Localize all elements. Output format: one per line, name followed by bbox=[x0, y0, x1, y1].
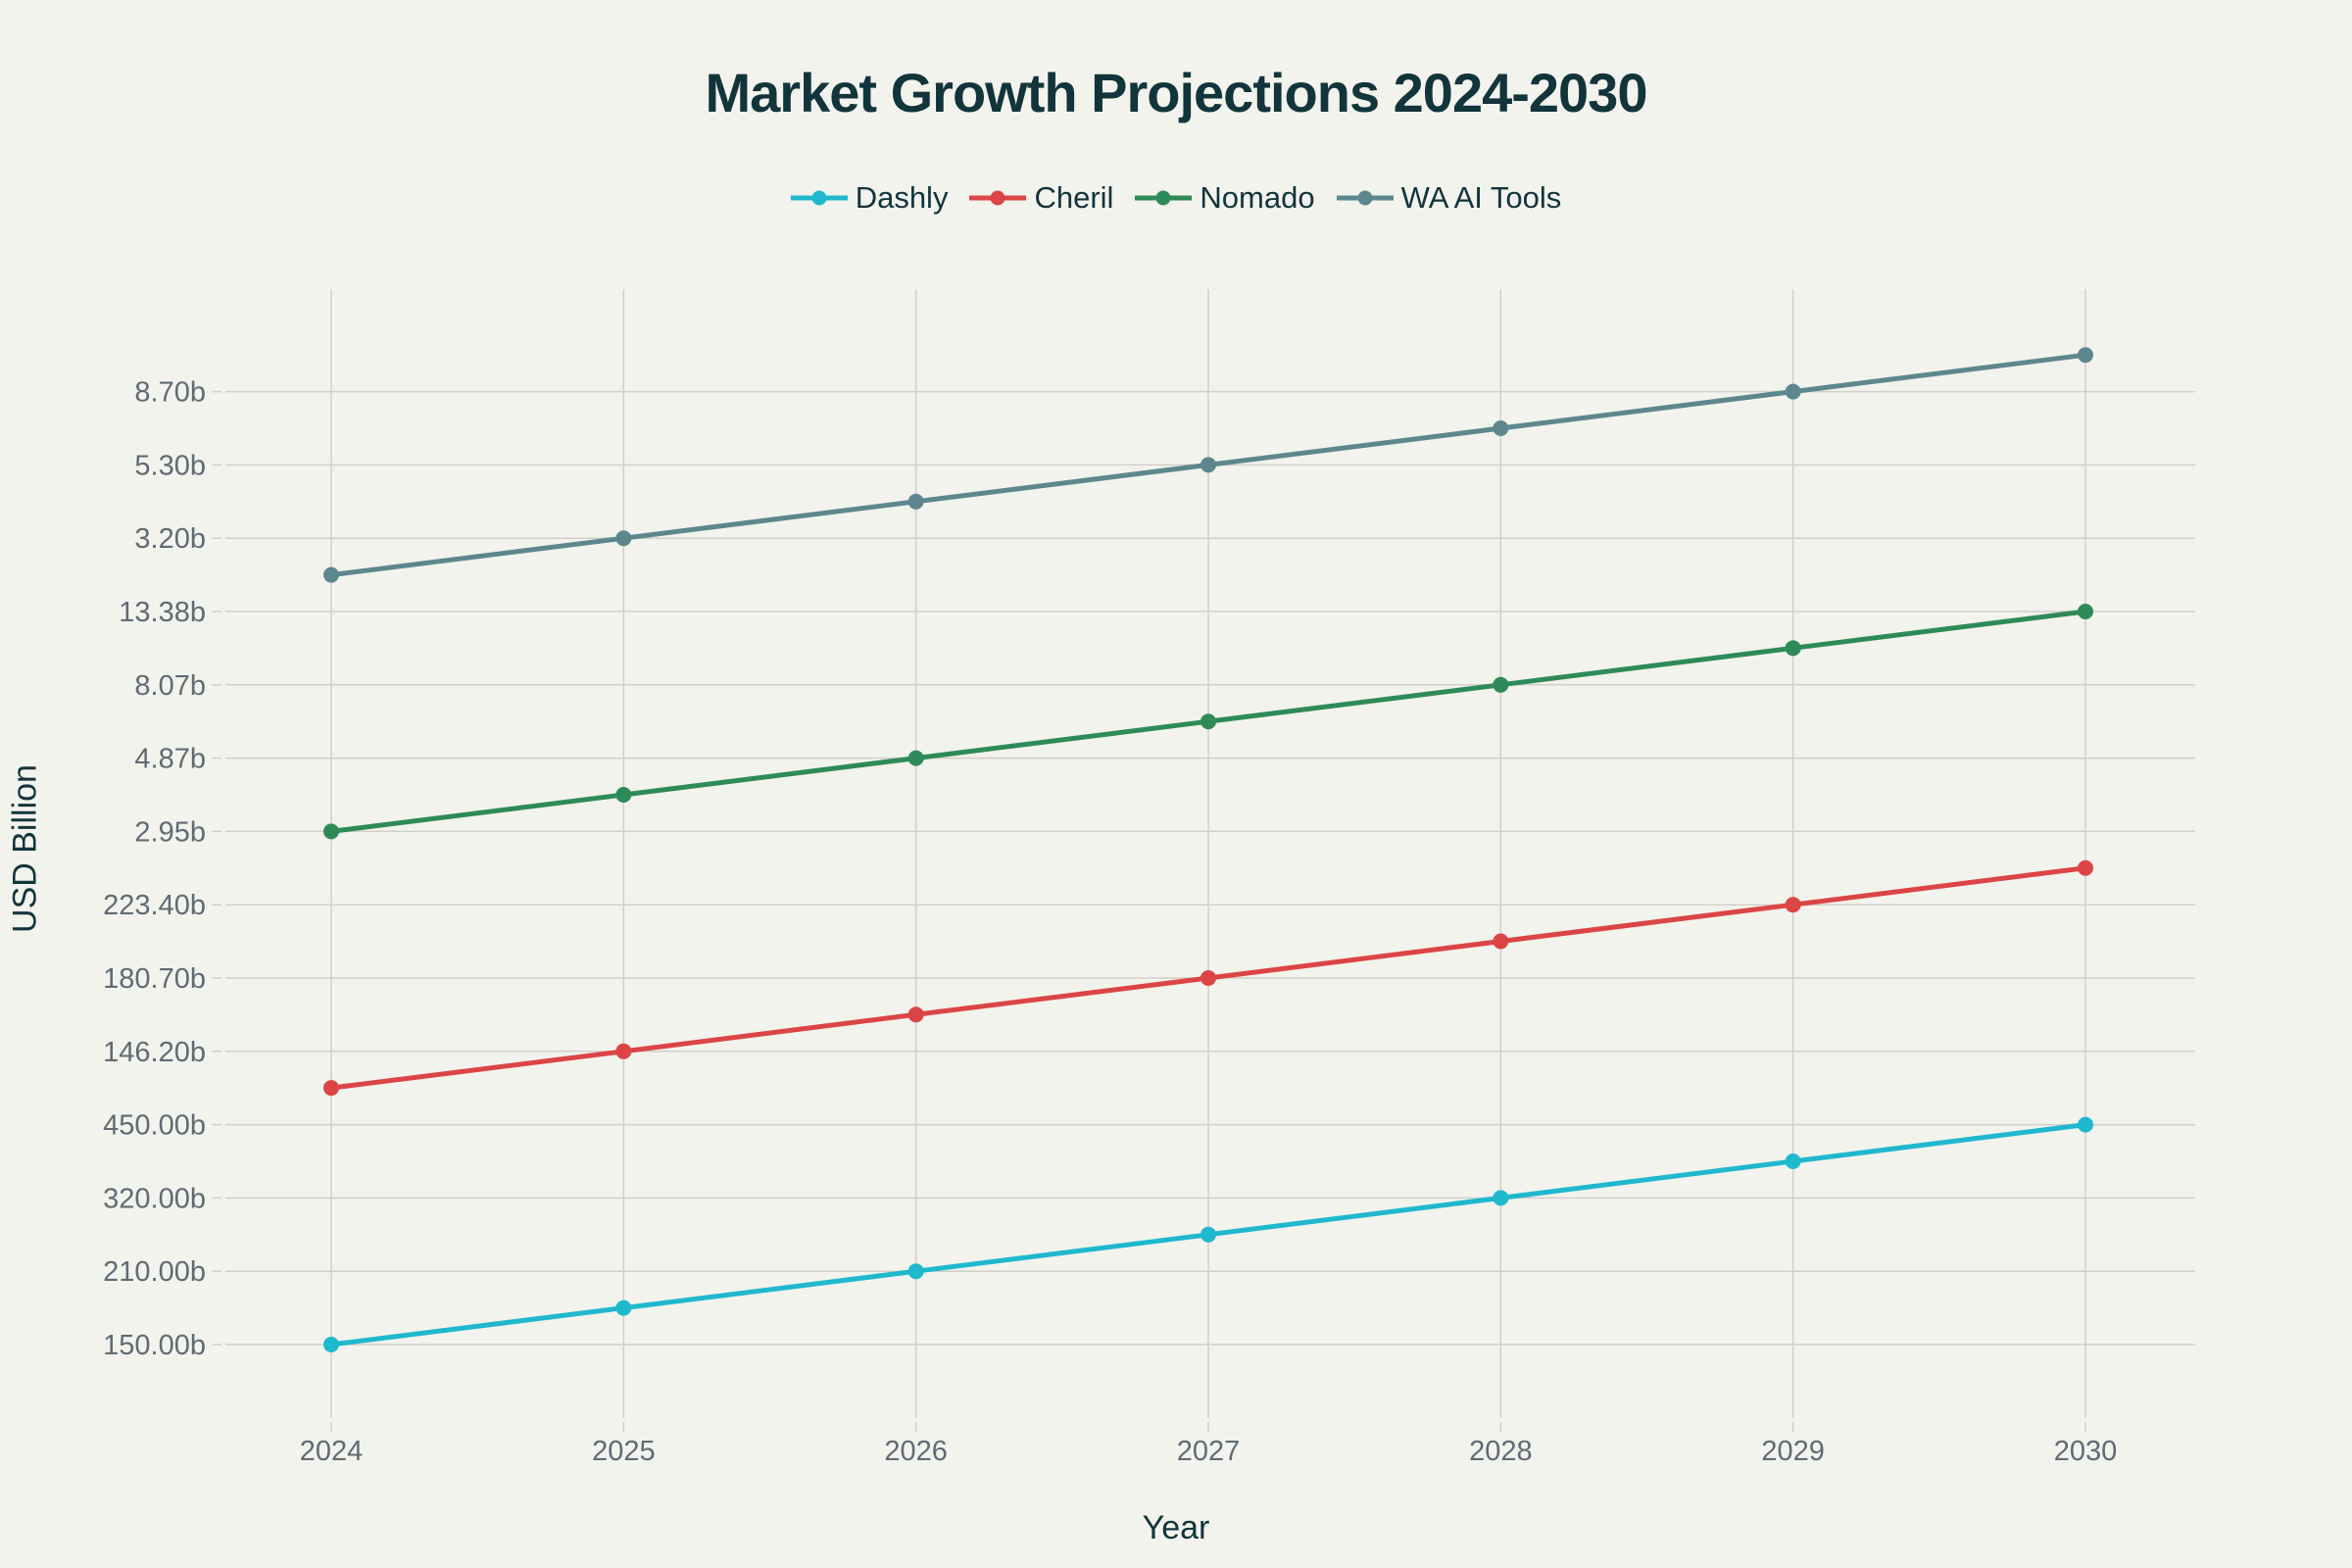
legend-item-nomado[interactable]: Nomado bbox=[1135, 180, 1315, 216]
legend-item-dashly[interactable]: Dashly bbox=[790, 180, 949, 216]
legend-label-nomado: Nomado bbox=[1200, 180, 1315, 215]
data-point-wa-ai-tools bbox=[1200, 457, 1216, 473]
data-point-nomado bbox=[1200, 713, 1216, 730]
x-tick-label: 2027 bbox=[1177, 1436, 1241, 1467]
y-tick-label: 180.70b bbox=[103, 963, 206, 995]
data-point-nomado bbox=[1493, 676, 1509, 693]
y-tick-label: 3.20b bbox=[134, 523, 206, 555]
data-point-nomado bbox=[615, 787, 632, 803]
data-point-dashly bbox=[323, 1337, 339, 1352]
y-tick-label: 5.30b bbox=[134, 450, 206, 481]
legend-label-dashly: Dashly bbox=[855, 180, 949, 215]
y-tick-label: 223.40b bbox=[103, 890, 206, 921]
legend-swatch-wa-ai-tools bbox=[1336, 190, 1394, 206]
y-tick-label: 4.87b bbox=[134, 744, 206, 775]
data-point-cheril bbox=[2078, 859, 2093, 876]
data-point-nomado bbox=[907, 750, 924, 766]
chart-title: Market Growth Projections 2024-2030 bbox=[705, 62, 1648, 123]
legend: Dashly Cheril Nomado WA AI Tools bbox=[0, 180, 2352, 216]
y-axis-title: USD Billion bbox=[6, 764, 44, 933]
legend-swatch-nomado bbox=[1135, 190, 1193, 206]
legend-label-wa-ai-tools: WA AI Tools bbox=[1400, 180, 1562, 215]
x-tick-label: 2028 bbox=[1469, 1436, 1533, 1467]
legend-item-wa-ai-tools[interactable]: WA AI Tools bbox=[1336, 180, 1562, 216]
data-point-nomado bbox=[1785, 640, 1801, 657]
data-point-wa-ai-tools bbox=[1493, 420, 1509, 436]
legend-label-cheril: Cheril bbox=[1034, 180, 1114, 215]
data-point-cheril bbox=[1200, 970, 1216, 986]
legend-swatch-cheril bbox=[969, 190, 1027, 206]
data-point-cheril bbox=[323, 1080, 339, 1097]
y-tick-label: 146.20b bbox=[103, 1037, 206, 1068]
y-tick-label: 13.38b bbox=[119, 597, 206, 628]
legend-swatch-dashly bbox=[790, 190, 848, 206]
x-tick-label: 2025 bbox=[592, 1436, 656, 1467]
y-tick-label: 450.00b bbox=[103, 1110, 206, 1142]
x-tick-label: 2029 bbox=[1761, 1436, 1825, 1467]
y-tick-label: 320.00b bbox=[103, 1183, 206, 1214]
data-point-wa-ai-tools bbox=[323, 566, 339, 583]
data-point-dashly bbox=[1200, 1226, 1216, 1243]
x-tick-label: 2024 bbox=[300, 1436, 364, 1467]
data-point-dashly bbox=[1493, 1190, 1509, 1206]
data-point-wa-ai-tools bbox=[615, 530, 632, 547]
data-point-wa-ai-tools bbox=[1785, 383, 1801, 400]
x-tick-label: 2030 bbox=[2054, 1436, 2118, 1467]
legend-item-cheril[interactable]: Cheril bbox=[969, 180, 1113, 216]
y-tick-label: 8.70b bbox=[134, 377, 206, 409]
data-point-cheril bbox=[1785, 897, 1801, 913]
data-point-cheril bbox=[615, 1043, 632, 1059]
data-point-dashly bbox=[615, 1299, 632, 1316]
data-point-dashly bbox=[1785, 1153, 1801, 1169]
data-point-nomado bbox=[2078, 604, 2093, 619]
x-axis-title: Year bbox=[1142, 1509, 1210, 1546]
y-tick-label: 8.07b bbox=[134, 670, 206, 702]
y-tick-label: 2.95b bbox=[134, 816, 206, 848]
y-tick-label: 210.00b bbox=[103, 1256, 206, 1288]
y-tick-label: 150.00b bbox=[103, 1330, 206, 1361]
data-point-wa-ai-tools bbox=[907, 493, 924, 510]
data-point-dashly bbox=[907, 1263, 924, 1280]
x-tick-label: 2026 bbox=[884, 1436, 948, 1467]
data-point-wa-ai-tools bbox=[2078, 347, 2093, 364]
data-point-nomado bbox=[323, 823, 339, 840]
data-point-cheril bbox=[1493, 933, 1509, 950]
data-point-dashly bbox=[2078, 1116, 2093, 1133]
data-point-cheril bbox=[907, 1006, 924, 1023]
